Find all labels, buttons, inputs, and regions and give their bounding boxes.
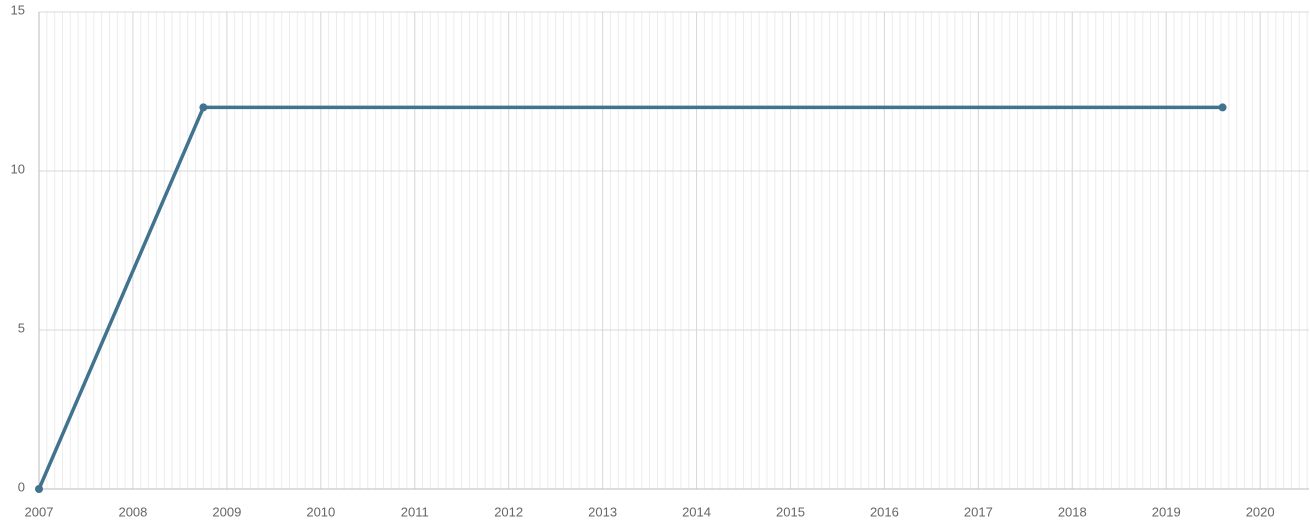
y-tick-label: 5: [18, 320, 25, 335]
line: [37, 105, 1223, 490]
y-tick-label: 10: [11, 161, 25, 176]
x-tick-label: 2014: [682, 504, 711, 519]
y-tick-label: 15: [11, 2, 25, 17]
x-tick-label: 2009: [212, 504, 241, 519]
x-tick-label: 2016: [870, 504, 899, 519]
x-tick-label: 2020: [1246, 504, 1275, 519]
point: [35, 485, 43, 493]
x-tick-label: 2013: [588, 504, 617, 519]
x-tick-label: 2015: [776, 504, 805, 519]
x-tick-label: 2010: [306, 504, 335, 519]
x-tick-label: 2007: [25, 504, 54, 519]
x-tick-label: 2017: [964, 504, 993, 519]
x-tick-label: 2012: [494, 504, 523, 519]
y-tick-label: 0: [18, 479, 25, 494]
x-tick-label: 2008: [118, 504, 147, 519]
x-tick-label: 2011: [401, 504, 429, 519]
point: [1218, 103, 1227, 112]
x-tick-label: 2019: [1152, 504, 1181, 519]
point: [199, 103, 208, 112]
x-tick-label: 2018: [1058, 504, 1087, 519]
